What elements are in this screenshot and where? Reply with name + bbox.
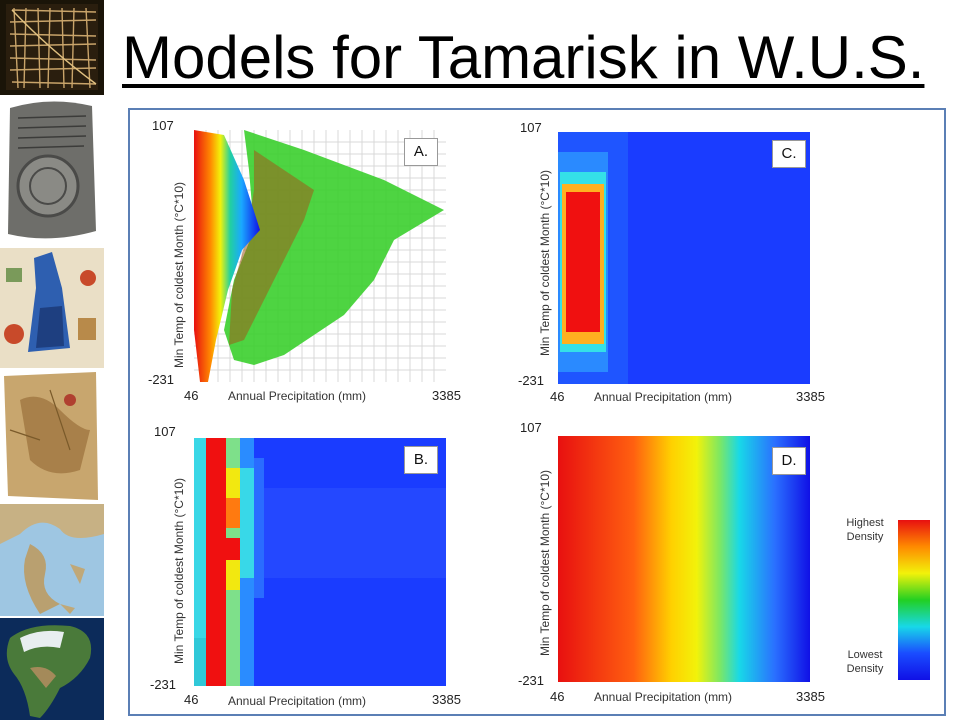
north-america-satellite-thumbnail	[0, 618, 104, 720]
panel-c-xtick-right: 3385	[796, 389, 825, 404]
panel-d-xlabel: Annual Precipitation (mm)	[594, 690, 733, 704]
slide-title: Models for Tamarisk in W.U.S.	[122, 24, 925, 91]
panel-c-ylabel: Min Temp of coldest Month (°C*10)	[538, 170, 552, 356]
panel-d-density	[558, 436, 810, 682]
panel-b-col-3-yellow-a	[226, 468, 240, 498]
grid-map-thumbnail	[0, 0, 104, 95]
panel-d-letter: D.	[772, 447, 806, 475]
panel-d-ytick-top: 107	[520, 420, 542, 435]
greece-map-thumbnail	[0, 504, 104, 616]
thumbnail-strip	[0, 0, 106, 720]
panel-a-plot	[194, 130, 446, 382]
panel-b-band	[254, 488, 446, 578]
panel-b-col-5	[254, 458, 264, 598]
parchment-map-thumbnail	[0, 370, 104, 502]
panel-b-plot	[194, 438, 446, 686]
panel-a-ylabel: Min Temp of coldest Month (°C*10)	[172, 182, 186, 368]
panel-b-col-3-red	[226, 538, 240, 560]
panel-b-col-1	[194, 438, 206, 686]
panel-d-ylabel: Min Temp of coldest Month (°C*10)	[538, 470, 552, 656]
panel-b-col-3-yellow-b	[226, 560, 240, 590]
panel-b-xtick-right: 3385	[432, 692, 461, 707]
panel-b-xtick-left: 46	[184, 692, 199, 707]
illustrated-map-thumbnail	[0, 248, 104, 368]
panel-c-xtick-left: 46	[550, 389, 565, 404]
clay-tablet-map-thumbnail	[0, 96, 104, 246]
panel-c-xlabel: Annual Precipitation (mm)	[594, 390, 733, 404]
panel-b-ytick-bottom: -231	[150, 677, 177, 692]
panel-a-xtick-left: 46	[184, 388, 199, 403]
panel-b-xlabel: Annual Precipitation (mm)	[228, 694, 367, 708]
legend-high-label-2: Density	[846, 531, 884, 543]
panel-b-col-2	[206, 438, 226, 686]
legend-low-label-2: Density	[846, 663, 884, 675]
panel-a-xlabel: Annual Precipitation (mm)	[228, 389, 367, 403]
panel-a-xtick-right: 3385	[432, 388, 461, 403]
panel-c-ytick-top: 107	[520, 120, 542, 135]
panel-d-xtick-left: 46	[550, 689, 565, 704]
panel-d-xtick-right: 3385	[796, 689, 825, 704]
panel-c-letter: C.	[772, 140, 806, 168]
panel-b-col-3-orange	[226, 498, 240, 528]
panel-b-col-1b	[194, 638, 206, 686]
panel-a-ytick-bottom: -231	[148, 372, 175, 387]
panel-d-ytick-bottom: -231	[518, 673, 545, 688]
panel-c-ytick-bottom: -231	[518, 373, 545, 388]
panel-c-core	[566, 192, 600, 332]
legend-low-label-1: Lowest	[847, 649, 883, 661]
legend-high-label-1: Highest	[846, 517, 884, 529]
panel-d-plot	[558, 436, 810, 682]
panel-b-ylabel: Min Temp of coldest Month (°C*10)	[172, 478, 186, 664]
panel-c-plot	[558, 132, 810, 384]
panel-a-ytick-top: 107	[152, 118, 174, 133]
panel-a-letter: A.	[404, 138, 438, 166]
panel-b-col-4-cyan	[240, 468, 254, 578]
panel-a-brown-overlay	[229, 150, 314, 345]
density-color-scale	[898, 520, 930, 680]
panel-b-letter: B.	[404, 446, 438, 474]
panel-a-density-wedge	[194, 130, 260, 382]
panel-b-ytick-top: 107	[154, 424, 176, 439]
